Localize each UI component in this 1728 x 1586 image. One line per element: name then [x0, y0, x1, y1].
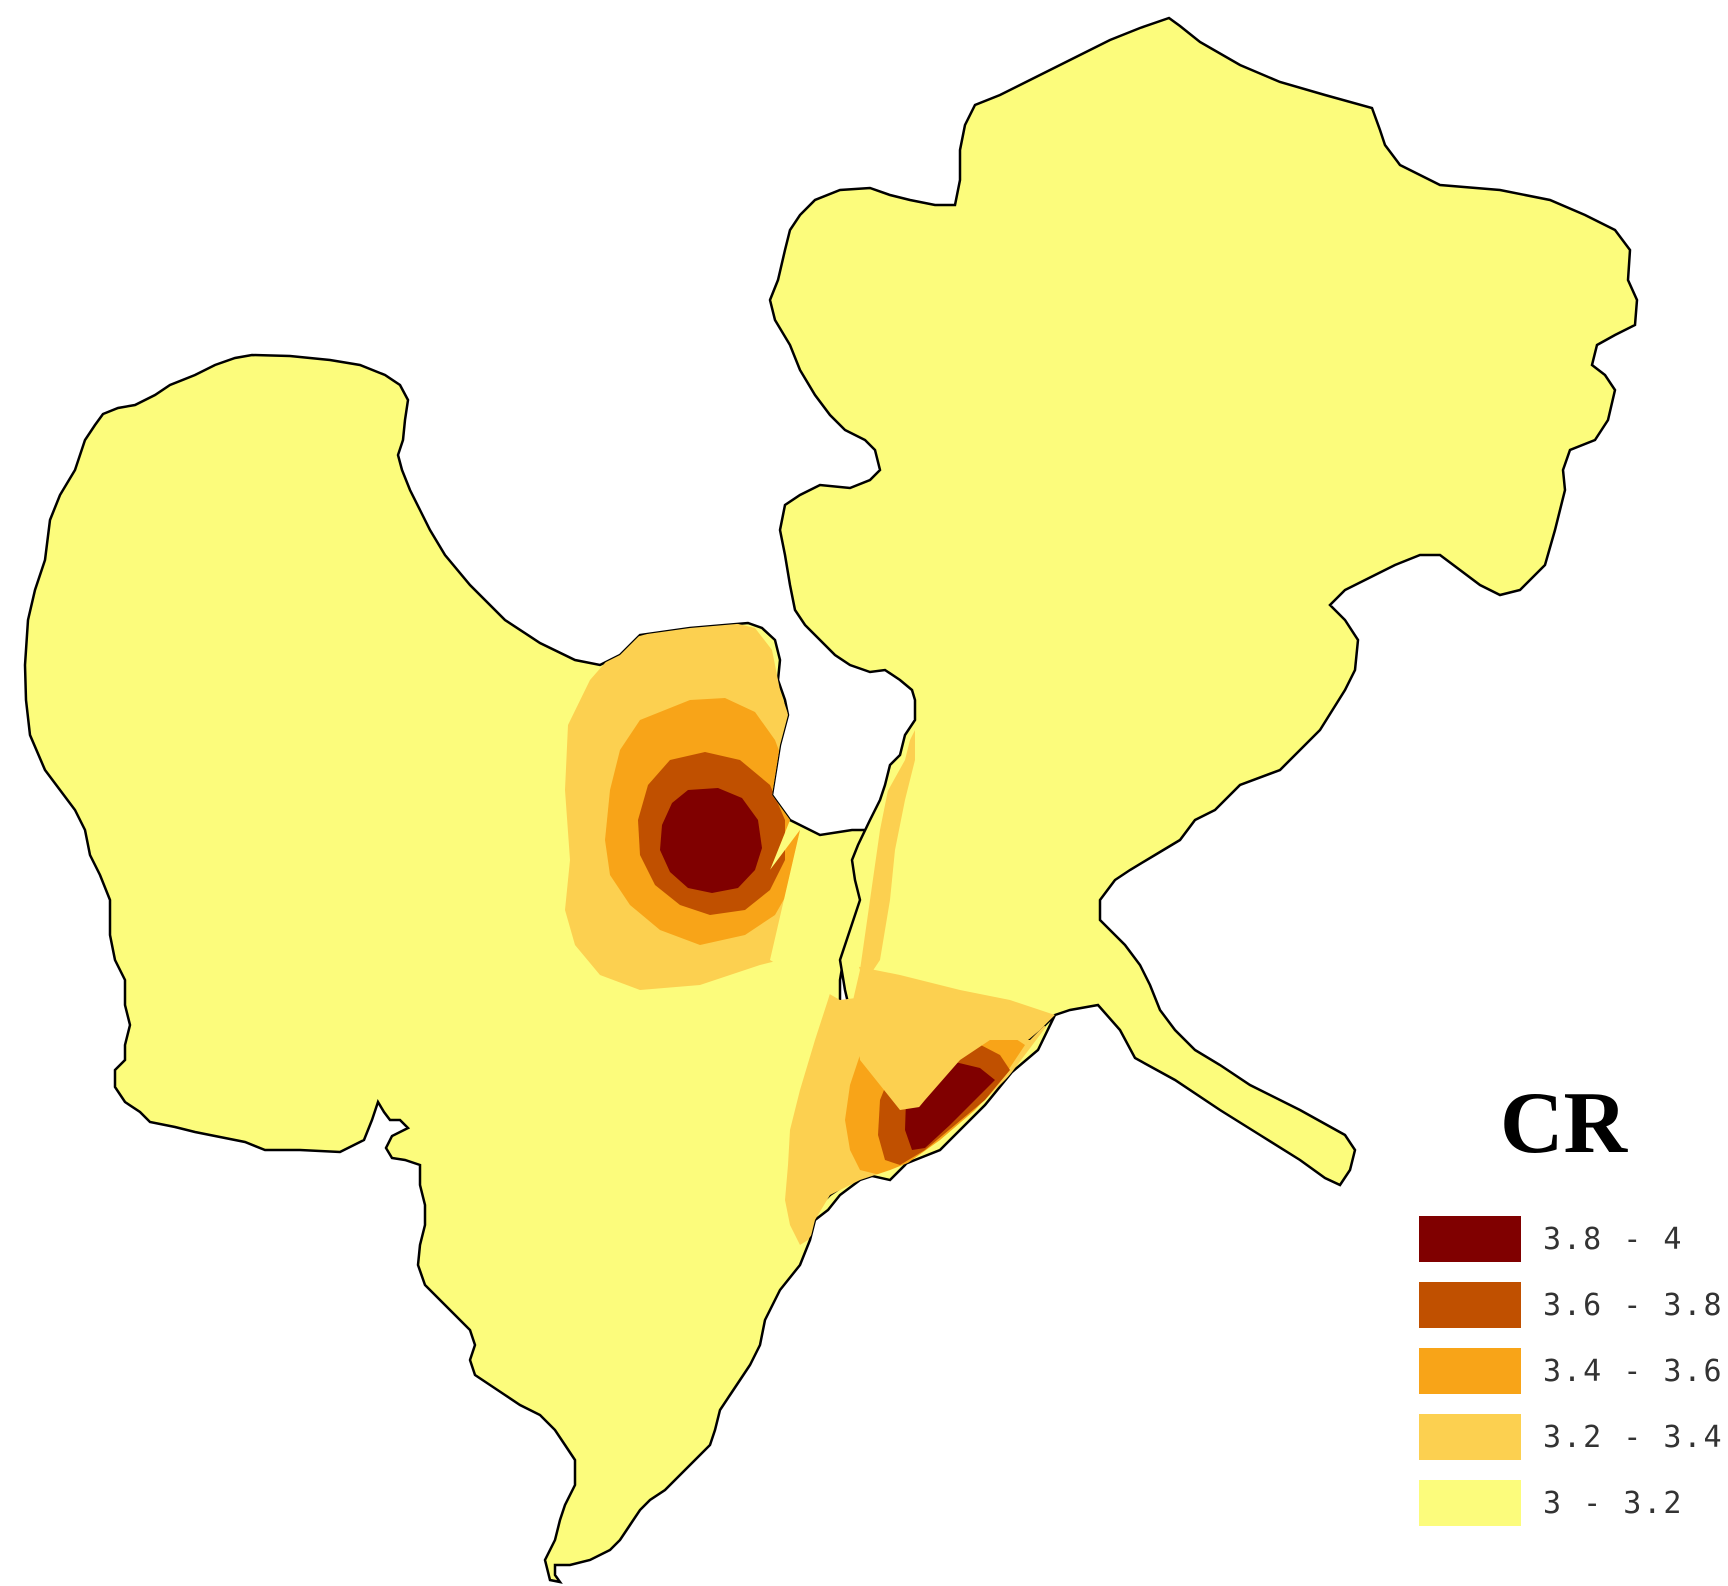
legend-swatch	[1419, 1282, 1521, 1328]
legend-label: 3 - 3.2	[1543, 1486, 1684, 1521]
map-legend: CR 3.8 - 4 3.6 - 3.8 3.4 - 3.6 3.2 - 3.4…	[1415, 1080, 1725, 1570]
legend-item: 3.8 - 4	[1415, 1216, 1725, 1262]
legend-title: CR	[1500, 1075, 1628, 1172]
zone-3.8-4-north	[660, 788, 762, 893]
legend-item: 3.4 - 3.6	[1415, 1348, 1725, 1394]
legend-swatch	[1419, 1480, 1521, 1526]
legend-swatch	[1419, 1348, 1521, 1394]
hotspot-east-spill	[850, 730, 1055, 1110]
legend-label: 3.2 - 3.4	[1543, 1420, 1724, 1455]
legend-label: 3.4 - 3.6	[1543, 1354, 1724, 1389]
legend-item: 3 - 3.2	[1415, 1480, 1725, 1526]
zone-3.2-3.4-east-spill	[860, 730, 915, 975]
zone-3.2-3.4-east-south	[850, 965, 1055, 1110]
legend-swatch	[1419, 1414, 1521, 1460]
legend-item: 3.2 - 3.4	[1415, 1414, 1725, 1460]
legend-item: 3.6 - 3.8	[1415, 1282, 1725, 1328]
legend-swatch	[1419, 1216, 1521, 1262]
legend-label: 3.6 - 3.8	[1543, 1288, 1724, 1323]
legend-label: 3.8 - 4	[1543, 1222, 1684, 1257]
